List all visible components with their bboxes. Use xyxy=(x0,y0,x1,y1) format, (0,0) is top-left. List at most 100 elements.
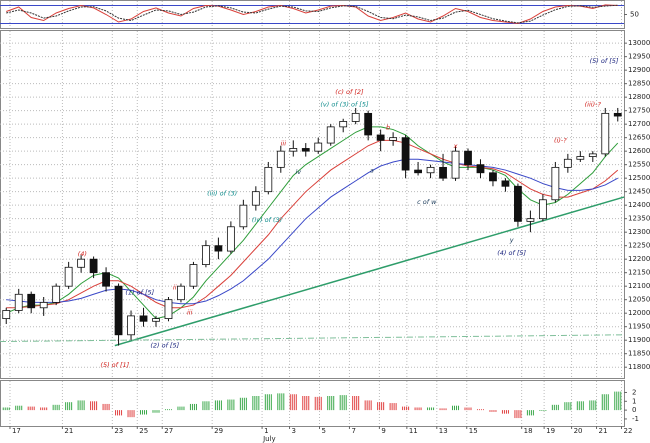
y-tick-label: 12750 xyxy=(628,107,650,115)
candle-body xyxy=(276,150,285,168)
oscillator-frame xyxy=(0,0,625,29)
y-tick-label: 12550 xyxy=(628,161,650,169)
x-tick-label: 1 xyxy=(264,427,268,435)
wave-label: y xyxy=(509,236,514,244)
x-tick-label: 3 xyxy=(292,427,296,435)
candle-body xyxy=(177,285,185,301)
candle-body xyxy=(613,112,622,117)
x-tick-label: 22 xyxy=(624,427,633,435)
y-tick-label: 12000 xyxy=(628,309,650,317)
candle-body xyxy=(514,185,522,222)
y-tick-label: 12500 xyxy=(628,174,650,182)
y-tick-label: 12800 xyxy=(628,93,650,101)
candle-body xyxy=(52,285,61,303)
candle-body xyxy=(314,142,323,152)
x-tick-label: 29 xyxy=(214,427,223,435)
y-tick-label: 1 xyxy=(632,397,636,405)
wave-label: (iii)-? xyxy=(585,101,602,109)
y-tick-label: 13000 xyxy=(628,39,650,47)
candle-body xyxy=(14,293,23,311)
x-tick-label: 7 xyxy=(351,427,355,435)
candle-body xyxy=(364,112,373,136)
candle-body xyxy=(526,218,535,222)
wave-label: a xyxy=(370,166,374,174)
x-tick-label: 9 xyxy=(381,427,385,435)
moving-average xyxy=(6,158,618,305)
candle-body xyxy=(289,148,298,152)
wave-label: iii xyxy=(281,140,287,148)
y-tick-label: 12650 xyxy=(628,134,650,142)
candle-body xyxy=(139,315,148,322)
candle-body xyxy=(489,172,497,182)
candle-body xyxy=(2,310,11,319)
wave-label: (v) of (3) of [5] xyxy=(320,101,369,109)
y-tick-label: 12400 xyxy=(628,201,650,209)
candle-body xyxy=(77,258,86,268)
candle-body xyxy=(551,166,560,201)
candle-body xyxy=(389,137,398,141)
candle-body xyxy=(451,150,460,179)
x-tick-label: 27 xyxy=(164,427,173,435)
wave-label: x xyxy=(453,142,458,150)
y-tick-label: 12350 xyxy=(628,215,650,223)
wave-label: iii xyxy=(187,308,193,316)
wave-label: (5) of [1] xyxy=(100,361,129,369)
y-tick-label: 12150 xyxy=(628,269,650,277)
wave-label: b xyxy=(386,124,390,132)
x-tick-label: 21 xyxy=(599,427,608,435)
x-tick-label: 19 xyxy=(546,427,555,435)
candle-body xyxy=(301,148,310,152)
y-tick-label: 2 xyxy=(632,388,636,396)
y-tick-label: 12250 xyxy=(628,242,650,250)
wave-label: (4) of [5] xyxy=(497,249,526,257)
x-tick-label: 5 xyxy=(321,427,325,435)
candle-body xyxy=(588,153,597,157)
y-tick-label: 12700 xyxy=(628,120,650,128)
x-tick-label: 21 xyxy=(64,427,73,435)
candle-body xyxy=(476,164,485,174)
moving-average xyxy=(6,126,619,320)
candle-body xyxy=(501,180,510,187)
wave-label: (iii) of (3) xyxy=(207,189,237,197)
candle-body xyxy=(414,169,422,174)
x-tick-label: 25 xyxy=(139,427,148,435)
oscillator-line xyxy=(6,4,618,24)
month-label: July xyxy=(262,435,276,443)
candle-body xyxy=(601,112,610,155)
wave-label: iv xyxy=(295,168,301,176)
candle-body xyxy=(164,299,173,319)
trendline xyxy=(114,196,625,347)
candle-body xyxy=(376,134,385,141)
y-tick-label: 12600 xyxy=(628,147,650,155)
candle-body xyxy=(401,137,410,171)
candle-body xyxy=(89,258,98,274)
candle-body xyxy=(576,156,585,160)
candle-body xyxy=(127,315,135,336)
candle-body xyxy=(251,191,260,206)
y-tick-label: 11800 xyxy=(628,363,650,371)
candle-body xyxy=(239,204,248,228)
wave-label: (iv) of (3) xyxy=(252,216,282,224)
y-tick-label: 12850 xyxy=(628,80,650,88)
candle-body xyxy=(214,245,223,252)
y-tick-label: 12200 xyxy=(628,255,650,263)
y-tick-label: 12100 xyxy=(628,282,650,290)
wave-label: (5) of [5] xyxy=(590,57,619,65)
candle-body xyxy=(102,272,110,287)
candle-body xyxy=(264,166,273,193)
y-tick-label: -1 xyxy=(632,415,639,423)
candle-body xyxy=(439,166,447,179)
candle-body xyxy=(64,266,73,287)
wave-label: (2) of [5] xyxy=(150,342,179,350)
wave-label: (c) of [2] xyxy=(335,88,364,96)
wave-label: (4) xyxy=(78,250,87,258)
candle-body xyxy=(39,301,48,309)
y-tick-label: 11850 xyxy=(628,350,650,358)
candle-body xyxy=(114,285,123,336)
candle-body xyxy=(426,166,435,174)
x-tick-label: 15 xyxy=(469,427,478,435)
y-tick-label: 12950 xyxy=(628,53,650,61)
wave-label: (i)-? xyxy=(554,136,567,144)
histogram-frame xyxy=(0,380,625,427)
candle-body xyxy=(464,150,472,166)
